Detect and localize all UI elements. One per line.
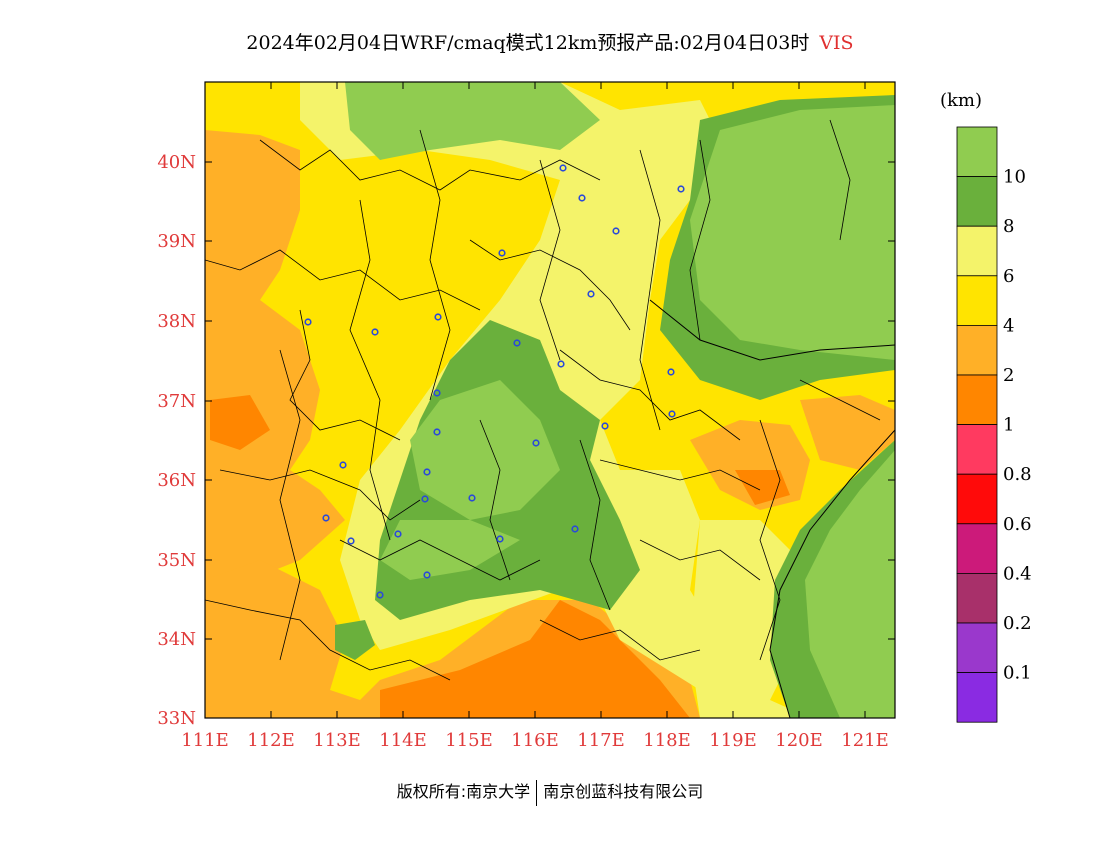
city-marker bbox=[347, 537, 355, 545]
vis-deeporange-east bbox=[735, 470, 790, 505]
footer: 版权所有:南京大学 南京创蓝科技有限公司 bbox=[0, 778, 1100, 806]
city-marker bbox=[587, 290, 595, 298]
city-marker bbox=[532, 439, 540, 447]
colorbar-swatch bbox=[956, 324, 998, 376]
lat-tick-label: 40N bbox=[157, 152, 196, 173]
colorbar-label: 0.6 bbox=[1003, 514, 1032, 535]
colorbar-swatch bbox=[956, 126, 998, 177]
city-marker bbox=[304, 318, 312, 326]
colorbar-swatch bbox=[956, 424, 998, 475]
lat-tick-label: 37N bbox=[157, 391, 196, 412]
city-marker bbox=[571, 525, 579, 533]
colorbar-swatch bbox=[956, 275, 998, 326]
vis-lightgreen-bohai bbox=[690, 105, 895, 360]
vis-lightgreen-central-south bbox=[380, 520, 520, 580]
lat-tick-label: 36N bbox=[157, 470, 196, 491]
map-frame bbox=[204, 81, 896, 719]
lat-tick-label: 34N bbox=[157, 629, 196, 650]
city-marker bbox=[557, 360, 565, 368]
city-marker bbox=[559, 164, 567, 172]
lon-tick-label: 116E bbox=[511, 730, 559, 751]
colorbar-label: 10 bbox=[1003, 167, 1026, 188]
colorbar-label: 4 bbox=[1003, 315, 1014, 336]
lon-tick-label: 120E bbox=[775, 730, 823, 751]
city-marker bbox=[601, 422, 609, 430]
colorbar-label: 0.1 bbox=[1003, 663, 1032, 684]
colorbar-swatch bbox=[956, 374, 998, 425]
city-marker bbox=[578, 194, 586, 202]
vis-field bbox=[205, 82, 895, 718]
colorbar-label: 8 bbox=[1003, 216, 1014, 237]
lat-tick-label: 39N bbox=[157, 231, 196, 252]
city-marker bbox=[667, 368, 675, 376]
colorbar-label: 1 bbox=[1003, 415, 1014, 436]
city-marker bbox=[612, 227, 620, 235]
colorbar-label: 2 bbox=[1003, 365, 1014, 386]
lon-tick-label: 121E bbox=[841, 730, 889, 751]
title-text: 2024年02月04日WRF/cmaq模式12km预报产品:02月04日03时 bbox=[246, 32, 810, 54]
vis-orange-coast bbox=[800, 395, 895, 470]
lon-tick-label: 111E bbox=[181, 730, 229, 751]
vis-deeporange-west bbox=[210, 395, 270, 450]
footer-separator bbox=[536, 779, 538, 806]
colorbar-swatch bbox=[956, 622, 998, 673]
vis-lightgreen-north bbox=[345, 82, 600, 160]
city-marker bbox=[423, 571, 431, 579]
city-marker bbox=[423, 468, 431, 476]
city-marker bbox=[468, 494, 476, 502]
footer-copyright: 版权所有:南京大学 bbox=[396, 782, 531, 801]
variable-label: VIS bbox=[819, 32, 854, 54]
city-marker bbox=[394, 530, 402, 538]
city-markers bbox=[304, 164, 685, 599]
vis-lightgreen-yellowsea bbox=[805, 450, 895, 718]
city-marker bbox=[322, 514, 330, 522]
colorbar-label: 0.8 bbox=[1003, 464, 1032, 485]
lon-tick-label: 113E bbox=[313, 730, 361, 751]
city-marker bbox=[498, 249, 506, 257]
lon-tick-label: 118E bbox=[643, 730, 691, 751]
city-marker bbox=[376, 591, 384, 599]
footer-company: 南京创蓝科技有限公司 bbox=[543, 782, 704, 801]
lat-tick-label: 38N bbox=[157, 311, 196, 332]
vis-green-small-patch bbox=[335, 620, 375, 660]
coastline-bohai bbox=[649, 299, 895, 361]
map-title: 2024年02月04日WRF/cmaq模式12km预报产品:02月04日03时 V… bbox=[0, 28, 1100, 55]
city-marker bbox=[339, 461, 347, 469]
colorbar-label: 0.4 bbox=[1003, 563, 1032, 584]
lat-axis: 40N 39N 38N 37N 36N 35N 34N 33N bbox=[157, 152, 895, 729]
lon-tick-label: 114E bbox=[379, 730, 427, 751]
vis-deeporange-south bbox=[380, 600, 690, 718]
lon-axis: 111E 112E 113E 114E 115E 116E 117E 118E 119E 120E… bbox=[181, 82, 889, 751]
lon-tick-label: 117E bbox=[577, 730, 625, 751]
vis-orange-west bbox=[205, 130, 345, 600]
colorbar-swatch bbox=[956, 473, 998, 525]
city-marker bbox=[433, 389, 441, 397]
coastline-yellowsea bbox=[769, 429, 895, 718]
colorbar-label: 0.2 bbox=[1003, 613, 1032, 634]
colorbar-label: 6 bbox=[1003, 266, 1014, 287]
colorbar-unit: (km) bbox=[940, 90, 983, 111]
city-marker bbox=[496, 535, 504, 543]
vis-lightgreen-central bbox=[410, 380, 560, 520]
city-marker bbox=[677, 185, 685, 193]
city-marker bbox=[513, 339, 521, 347]
colorbar-swatch bbox=[956, 523, 998, 574]
lon-tick-label: 119E bbox=[709, 730, 757, 751]
city-marker bbox=[668, 410, 676, 418]
colorbar-swatch bbox=[956, 176, 998, 227]
lat-tick-label: 35N bbox=[157, 550, 196, 571]
lon-tick-label: 115E bbox=[445, 730, 493, 751]
colorbar-swatch bbox=[956, 225, 998, 277]
city-marker bbox=[421, 495, 429, 503]
admin-boundaries bbox=[205, 119, 881, 681]
colorbar: 10 8 6 4 2 1 0.8 0.6 0.4 0.2 0.1 bbox=[956, 126, 1032, 723]
colorbar-swatch bbox=[956, 573, 998, 624]
lon-tick-label: 112E bbox=[247, 730, 295, 751]
city-marker bbox=[371, 328, 379, 336]
city-marker bbox=[434, 313, 442, 321]
colorbar-swatch bbox=[956, 672, 998, 723]
lat-tick-label: 33N bbox=[157, 708, 196, 729]
city-marker bbox=[433, 428, 441, 436]
